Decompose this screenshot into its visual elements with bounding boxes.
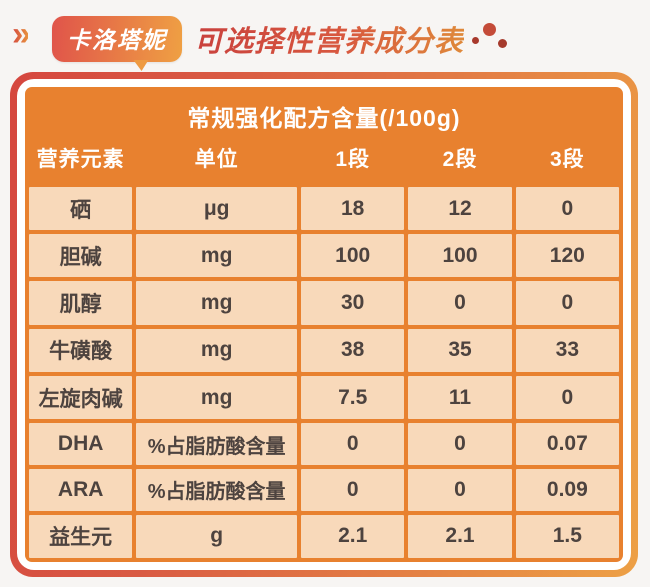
table-cell: 100 <box>301 234 405 278</box>
column-header-unit: 单位 <box>194 148 239 171</box>
orange-panel: 常规强化配方含量(/100g) 营养元素 单位 1段 2段 3段 硒 <box>25 87 623 562</box>
table-cell: 11 <box>408 375 512 420</box>
table-cell: 120 <box>515 234 619 278</box>
dot-icon <box>471 37 479 44</box>
column-header-row: 营养元素 单位 1段 2段 3段 <box>29 139 619 183</box>
column-header-stage1: 1段 <box>335 148 371 171</box>
header: » 卡洛塔妮 可选择性营养成分表 <box>0 0 650 72</box>
card-inner-border: 常规强化配方含量(/100g) 营养元素 单位 1段 2段 3段 硒 <box>17 79 631 570</box>
table-row: 左旋肉碱 mg 7.5 11 0 <box>29 375 619 420</box>
dots-decoration-icon <box>470 20 510 58</box>
table-cell: 0 <box>408 468 512 511</box>
table-cell: 35 <box>408 328 512 372</box>
table-cell: %占脂肪酸含量 <box>136 423 298 465</box>
table-cell: 100 <box>408 234 512 278</box>
table-cell: mg <box>136 375 298 420</box>
table-cell: 18 <box>301 187 405 231</box>
table-cell: 12 <box>408 187 512 231</box>
table-cell: 0 <box>515 375 619 420</box>
table-cell: μg <box>136 187 298 231</box>
table-row: DHA %占脂肪酸含量 0 0 0.07 <box>29 423 619 465</box>
table-cell: DHA <box>29 423 133 465</box>
table-title: 常规强化配方含量(/100g) <box>187 105 461 131</box>
table-cell: 2.1 <box>408 514 512 558</box>
brand-badge: 卡洛塔妮 <box>51 16 182 71</box>
nutrition-table-card: 常规强化配方含量(/100g) 营养元素 单位 1段 2段 3段 硒 <box>10 72 638 577</box>
table-cell: 0 <box>408 423 512 465</box>
dot-icon <box>497 39 507 48</box>
table-cell: 0 <box>301 423 405 465</box>
double-chevron-icon: » <box>12 15 31 53</box>
table-row: 硒 μg 18 12 0 <box>29 187 619 231</box>
table-cell: 30 <box>301 281 405 325</box>
table-cell: 0.07 <box>515 423 619 465</box>
brand-badge-label: 卡洛塔妮 <box>66 27 167 53</box>
table-row: ARA %占脂肪酸含量 0 0 0.09 <box>29 468 619 511</box>
table-cell: 0 <box>515 281 619 325</box>
table-cell: 左旋肉碱 <box>29 375 133 420</box>
table-cell: 2.1 <box>301 514 405 558</box>
table-cell: 1.5 <box>515 514 619 558</box>
column-header-stage3: 3段 <box>549 148 585 171</box>
table-row: 胆碱 mg 100 100 120 <box>29 234 619 278</box>
table-row: 肌醇 mg 30 0 0 <box>29 281 619 325</box>
dot-icon <box>482 23 496 36</box>
table-cell: 38 <box>301 328 405 372</box>
table-cell: mg <box>136 281 298 325</box>
table-cell: 7.5 <box>301 375 405 420</box>
column-header-nutrient: 营养元素 <box>36 148 125 171</box>
table-cell: mg <box>136 234 298 278</box>
table-cell: mg <box>136 328 298 372</box>
column-header-stage2: 2段 <box>442 148 478 171</box>
nutrition-table: 常规强化配方含量(/100g) 营养元素 单位 1段 2段 3段 硒 <box>25 87 623 562</box>
table-row: 牛磺酸 mg 38 35 33 <box>29 328 619 372</box>
speech-bubble-tail-icon <box>126 60 149 71</box>
table-cell: 0 <box>301 468 405 511</box>
table-cell: 牛磺酸 <box>29 328 133 372</box>
table-cell: 肌醇 <box>29 281 133 325</box>
table-title-row: 常规强化配方含量(/100g) <box>29 91 619 135</box>
table-row: 益生元 g 2.1 2.1 1.5 <box>29 514 619 558</box>
table-cell: 33 <box>515 328 619 372</box>
table-cell: %占脂肪酸含量 <box>136 468 298 511</box>
page-title: 可选择性营养成分表 <box>194 18 464 60</box>
table-cell: 胆碱 <box>29 234 133 278</box>
table-cell: 0 <box>408 281 512 325</box>
table-cell: 0.09 <box>515 468 619 511</box>
table-cell: ARA <box>29 468 133 511</box>
table-cell: g <box>136 514 298 558</box>
table-cell: 0 <box>515 187 619 231</box>
table-cell: 硒 <box>29 187 133 231</box>
table-cell: 益生元 <box>29 514 133 558</box>
